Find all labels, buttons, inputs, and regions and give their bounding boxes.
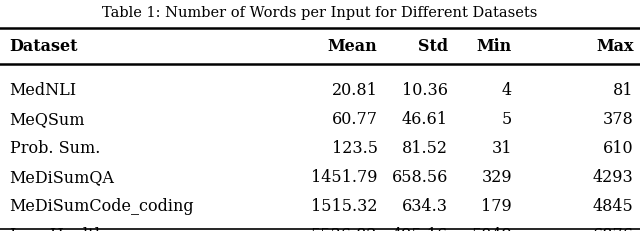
Text: LongHealth: LongHealth xyxy=(10,226,106,231)
Text: 4293: 4293 xyxy=(593,168,634,185)
Text: 5536.82: 5536.82 xyxy=(311,226,378,231)
Text: 495.16: 495.16 xyxy=(392,226,448,231)
Text: 123.5: 123.5 xyxy=(332,139,378,156)
Text: Prob. Sum.: Prob. Sum. xyxy=(10,139,100,156)
Text: 1515.32: 1515.32 xyxy=(311,197,378,214)
Text: Max: Max xyxy=(596,38,634,55)
Text: 6876: 6876 xyxy=(593,226,634,231)
Text: MeQSum: MeQSum xyxy=(10,110,85,128)
Text: 179: 179 xyxy=(481,197,512,214)
Text: 610: 610 xyxy=(603,139,634,156)
Text: 329: 329 xyxy=(481,168,512,185)
Text: Dataset: Dataset xyxy=(10,38,78,55)
Text: 81: 81 xyxy=(613,82,634,99)
Text: MedNLI: MedNLI xyxy=(10,82,77,99)
Text: 10.36: 10.36 xyxy=(402,82,448,99)
Text: 20.81: 20.81 xyxy=(332,82,378,99)
Text: Mean: Mean xyxy=(328,38,378,55)
Text: 60.77: 60.77 xyxy=(332,110,378,128)
Text: 4845: 4845 xyxy=(593,197,634,214)
Text: 4: 4 xyxy=(502,82,512,99)
Text: MeDiSumQA: MeDiSumQA xyxy=(10,168,115,185)
Text: Min: Min xyxy=(477,38,512,55)
Text: 31: 31 xyxy=(492,139,512,156)
Text: 658.56: 658.56 xyxy=(392,168,448,185)
Text: Table 1: Number of Words per Input for Different Datasets: Table 1: Number of Words per Input for D… xyxy=(102,6,538,20)
Text: 378: 378 xyxy=(603,110,634,128)
Text: MeDiSumCode_coding: MeDiSumCode_coding xyxy=(10,197,194,214)
Text: 1451.79: 1451.79 xyxy=(311,168,378,185)
Text: 81.52: 81.52 xyxy=(402,139,448,156)
Text: 46.61: 46.61 xyxy=(402,110,448,128)
Text: 5049: 5049 xyxy=(471,226,512,231)
Text: 634.3: 634.3 xyxy=(402,197,448,214)
Text: Std: Std xyxy=(418,38,448,55)
Text: 5: 5 xyxy=(502,110,512,128)
